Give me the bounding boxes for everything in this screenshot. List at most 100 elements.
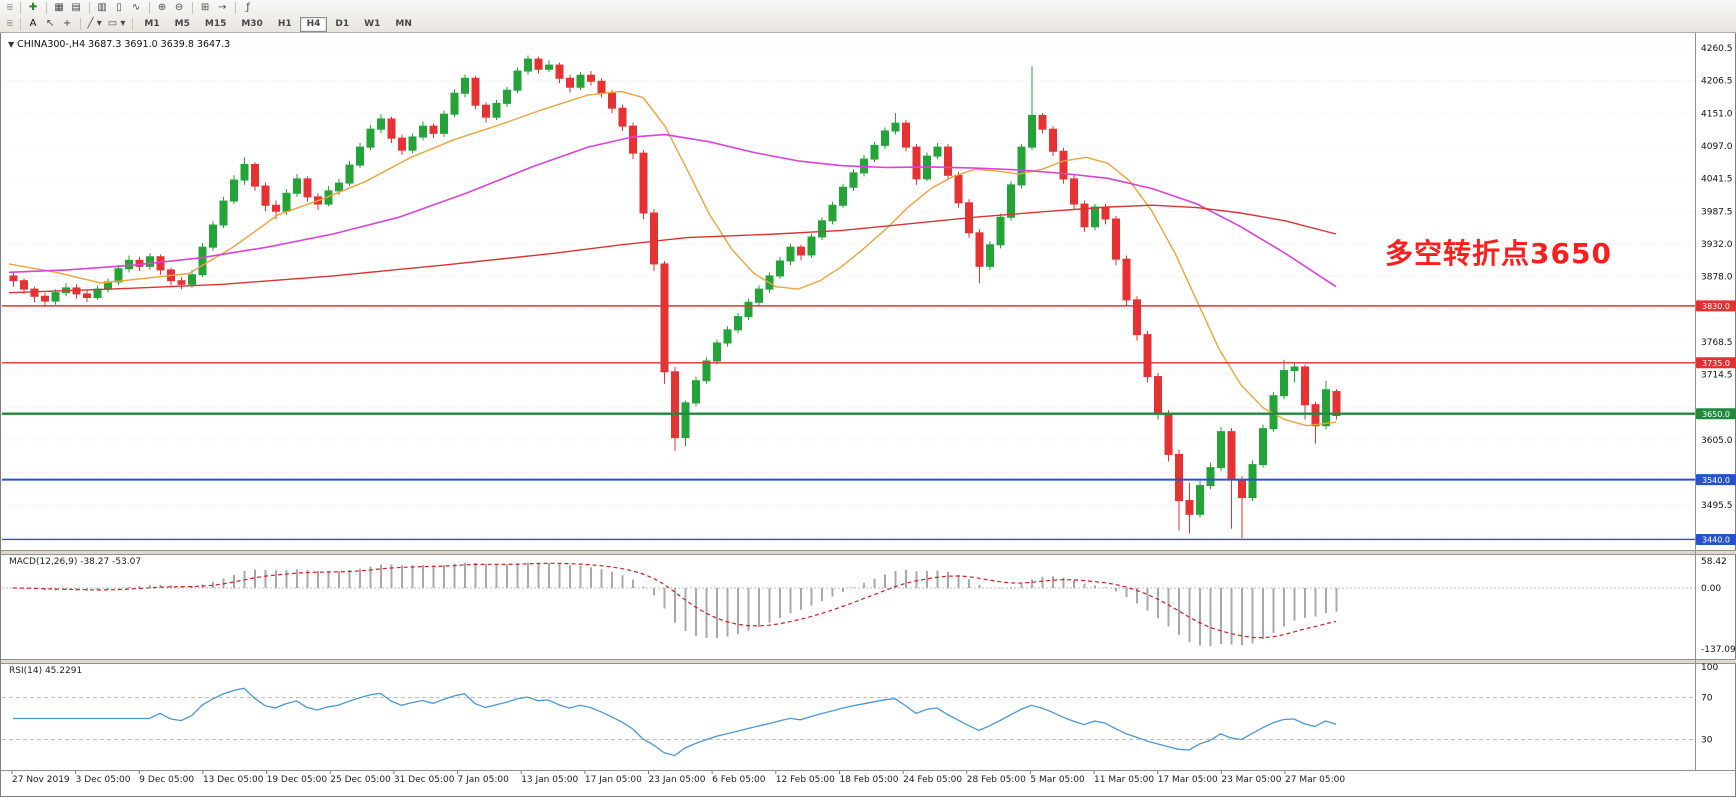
svg-text:70: 70 xyxy=(1701,694,1713,704)
svg-text:4151.0: 4151.0 xyxy=(1701,109,1733,119)
macd-indicator xyxy=(2,562,1695,647)
svg-text:3540.0: 3540.0 xyxy=(1702,476,1730,485)
insert-text-button[interactable]: A xyxy=(29,18,37,29)
timeframe-h1-button[interactable]: H1 xyxy=(277,18,292,29)
svg-text:3714.5: 3714.5 xyxy=(1701,371,1733,381)
bar-chart-type-button[interactable]: ▥ xyxy=(97,2,107,13)
svg-text:-137.09: -137.09 xyxy=(1701,645,1736,655)
chart-profiles-button[interactable]: ▤ xyxy=(71,2,81,13)
chart-title-text: CHINA300-,H4 3687.3 3691.0 3639.8 3647.3 xyxy=(17,39,231,50)
macd-label: MACD(12,26,9) -38.27 -53.07 xyxy=(9,557,142,567)
indicator-axis-labels: 58.42 0.00 -137.09 100 70 30 xyxy=(1701,557,1736,746)
zoom-out-button[interactable]: ⊖ xyxy=(174,2,184,13)
svg-text:6 Feb 05:00: 6 Feb 05:00 xyxy=(712,775,766,785)
svg-text:3768.5: 3768.5 xyxy=(1701,338,1733,348)
svg-text:9 Dec 05:00: 9 Dec 05:00 xyxy=(139,775,194,785)
svg-text:4260.5: 4260.5 xyxy=(1701,44,1733,54)
toolbar-separator xyxy=(88,2,90,14)
timeframe-m5-button[interactable]: M5 xyxy=(174,18,190,29)
line-chart-type-button[interactable]: ∿ xyxy=(131,2,141,13)
toolbar-row-2: ≣ A ↖ + ╱ ▾ ▭ ▾ M1 M5 M15 M30 H1 H4 D1 W1 MN xyxy=(0,16,1736,32)
toolbar-separator xyxy=(79,18,81,30)
svg-text:23 Mar 05:00: 23 Mar 05:00 xyxy=(1221,775,1281,785)
chart-annotation-text[interactable]: 多空转折点3650 xyxy=(1385,237,1612,270)
svg-text:58.42: 58.42 xyxy=(1701,557,1727,567)
svg-text:0.00: 0.00 xyxy=(1701,584,1721,594)
timeframe-m15-button[interactable]: M15 xyxy=(204,18,227,29)
timeframe-m1-button[interactable]: M1 xyxy=(144,18,160,29)
toolbar-separator xyxy=(19,2,21,14)
toolbar-separator xyxy=(234,2,236,14)
svg-text:3987.5: 3987.5 xyxy=(1701,207,1733,217)
timeframe-h4-button[interactable]: H4 xyxy=(299,16,328,32)
auto-scroll-button[interactable]: → xyxy=(217,2,227,13)
time-axis-labels: 27 Nov 2019 3 Dec 05:00 9 Dec 05:00 13 Dec … xyxy=(11,771,1345,785)
cursor-tool-button[interactable]: ↖ xyxy=(45,18,55,29)
toolbar-drag-handle-2: ≣ xyxy=(6,19,14,29)
moving-average-ma_mid xyxy=(8,133,1337,288)
toolbar-tools: ≣ A ↖ + ╱ ▾ ▭ ▾ xyxy=(3,17,137,31)
line-tools-dropdown[interactable]: ╱ ▾ xyxy=(87,18,102,29)
pane-separator-rsi[interactable] xyxy=(1,657,1695,665)
svg-text:3878.0: 3878.0 xyxy=(1701,273,1733,283)
toolbar-separator xyxy=(19,18,21,30)
svg-text:17 Mar 05:00: 17 Mar 05:00 xyxy=(1158,775,1218,785)
svg-text:3830.0: 3830.0 xyxy=(1702,302,1730,311)
new-chart-button[interactable]: ▦ xyxy=(54,2,64,13)
pane-separator-macd[interactable] xyxy=(1,548,1695,556)
crosshair-tool-button[interactable]: + xyxy=(62,18,72,29)
svg-text:18 Feb 05:00: 18 Feb 05:00 xyxy=(839,775,898,785)
svg-text:3605.0: 3605.0 xyxy=(1701,436,1733,446)
timeframe-m30-button[interactable]: M30 xyxy=(241,18,263,29)
svg-text:3932.0: 3932.0 xyxy=(1701,240,1733,250)
shape-tools-dropdown[interactable]: ▭ ▾ xyxy=(107,18,126,29)
chart-menu-icon[interactable]: ▼ xyxy=(8,40,15,49)
svg-text:27 Mar 05:00: 27 Mar 05:00 xyxy=(1285,775,1345,785)
chart-window[interactable]: 4260.5 4206.5 4151.0 4097.0 4041.5 3987.5 3932… xyxy=(0,33,1736,797)
price-axis-labels: 4260.5 4206.5 4151.0 4097.0 4041.5 3987.5 3932… xyxy=(1701,44,1733,511)
toolbar-row-1: ≣ ✚ ▦ ▤ ▥ ▯ ∿ ⊕ ⊖ ⊞ → ƒ xyxy=(0,0,1736,16)
timeframe-d1-button[interactable]: D1 xyxy=(335,18,350,29)
svg-text:19 Dec 05:00: 19 Dec 05:00 xyxy=(267,775,328,785)
svg-text:23 Jan 05:00: 23 Jan 05:00 xyxy=(649,775,706,785)
chart-canvas[interactable]: 4260.5 4206.5 4151.0 4097.0 4041.5 3987.5 3932… xyxy=(1,33,1736,797)
candlestick-type-button[interactable]: ▯ xyxy=(116,2,122,13)
toolbar: ≣ ✚ ▦ ▤ ▥ ▯ ∿ ⊕ ⊖ ⊞ → ƒ ≣ A ↖ + ╱ ▾ ▭ ▾ M1 M5 M15 M30 H1 H4 D1… xyxy=(0,0,1736,33)
svg-text:4097.0: 4097.0 xyxy=(1701,142,1733,152)
svg-text:13 Jan 05:00: 13 Jan 05:00 xyxy=(521,775,578,785)
toolbar-separator xyxy=(191,2,193,14)
svg-text:3735.0: 3735.0 xyxy=(1702,359,1730,368)
svg-text:3440.0: 3440.0 xyxy=(1702,536,1730,545)
toolbar-separator xyxy=(45,2,47,14)
toolbar-separator xyxy=(148,2,150,14)
svg-text:4041.5: 4041.5 xyxy=(1701,175,1733,185)
svg-text:3 Dec 05:00: 3 Dec 05:00 xyxy=(76,775,131,785)
rsi-indicator xyxy=(2,687,1695,757)
timeframe-buttons: M1 M5 M15 M30 H1 H4 D1 W1 MN xyxy=(137,16,419,32)
grid-lines xyxy=(2,47,1695,539)
rsi-label: RSI(14) 45.2291 xyxy=(9,666,83,676)
hline-price-badges: 3830.0 3735.0 3650.0 3540.0 3440.0 xyxy=(1696,300,1736,545)
svg-text:30: 30 xyxy=(1701,736,1713,746)
svg-text:17 Jan 05:00: 17 Jan 05:00 xyxy=(585,775,642,785)
new-order-button[interactable]: ✚ xyxy=(28,2,38,13)
svg-text:12 Feb 05:00: 12 Feb 05:00 xyxy=(776,775,835,785)
svg-text:24 Feb 05:00: 24 Feb 05:00 xyxy=(903,775,962,785)
moving-average-ma_fast xyxy=(8,90,1337,427)
tile-windows-button[interactable]: ⊞ xyxy=(200,2,210,13)
indicators-button[interactable]: ƒ xyxy=(246,2,250,13)
price-axis[interactable] xyxy=(1693,33,1735,770)
horizontal-line-objects[interactable] xyxy=(2,305,1695,541)
pane-separators xyxy=(1,33,1736,771)
svg-text:13 Dec 05:00: 13 Dec 05:00 xyxy=(203,775,264,785)
svg-text:3650.0: 3650.0 xyxy=(1702,410,1730,419)
timeframe-w1-button[interactable]: W1 xyxy=(364,18,381,29)
svg-text:3495.5: 3495.5 xyxy=(1701,501,1733,511)
timeframe-mn-button[interactable]: MN xyxy=(395,18,412,29)
svg-text:27 Nov 2019: 27 Nov 2019 xyxy=(12,775,70,785)
svg-text:11 Mar 05:00: 11 Mar 05:00 xyxy=(1094,775,1154,785)
svg-text:31 Dec 05:00: 31 Dec 05:00 xyxy=(394,775,455,785)
time-axis[interactable] xyxy=(1,769,1695,796)
zoom-in-button[interactable]: ⊕ xyxy=(157,2,167,13)
